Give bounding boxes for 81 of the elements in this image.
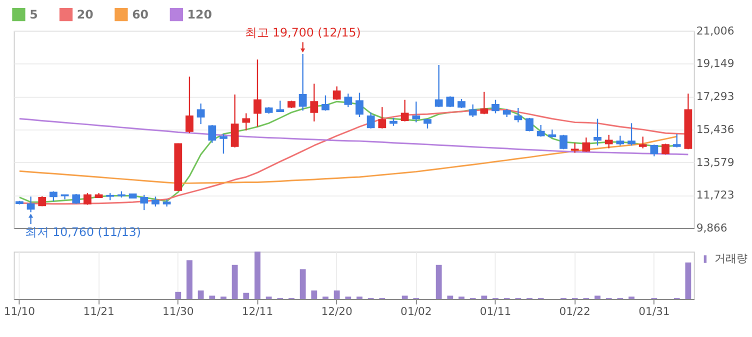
legend-label: 60 [132,8,149,22]
candlestick [220,133,228,154]
candlestick [26,196,35,213]
candlestick [152,196,160,208]
candlestick [310,83,318,122]
x-tick-label: 12/20 [321,305,353,318]
candlestick [514,107,522,123]
legend-label: 5 [30,8,38,22]
legend-label: 120 [187,8,212,22]
candlestick [84,192,92,206]
bar [209,296,216,299]
y-tick-label: 21,006 [696,24,734,38]
candlestick [638,136,647,149]
candlestick [344,93,352,108]
annotation: 최고 19,700 (12/15) [244,25,361,40]
candlestick [434,64,443,108]
bar [436,264,442,299]
candlestick [468,104,477,118]
candlestick [492,99,500,114]
y-tick-label: 11,723 [696,188,734,202]
bar [300,269,306,299]
bar [311,290,318,299]
candlestick [242,112,250,132]
candlestick [230,94,239,148]
bar [402,296,408,299]
legend-label: 거래량 [714,252,748,266]
legend-label: 20 [76,8,94,22]
candlestick [570,142,579,154]
line-series [18,136,678,184]
x-tick-label: 01/11 [480,305,512,318]
bar [232,264,238,299]
candlestick [480,91,488,115]
candlestick [254,58,262,128]
candlestick [332,86,341,100]
y-tick-label: 13,579 [696,156,734,169]
x-tick-label: 01/22 [559,305,590,318]
candlestick [560,134,568,150]
bar [481,296,488,299]
candlestick [458,98,466,109]
candlestick [186,76,194,134]
candlestick [526,117,534,132]
candlestick [412,101,420,123]
bar [594,296,600,299]
candlestick [400,99,409,122]
candlestick [196,102,205,125]
y-tick-label: 17,293 [696,90,734,104]
bar [198,290,204,299]
candlestick [322,94,330,112]
candlestick [208,124,216,144]
x-tick-label: 01/02 [400,305,432,318]
candlestick [582,136,590,152]
bar [334,290,340,299]
candlestick [140,194,148,211]
bar [447,296,454,299]
candlestick [662,143,670,156]
x-tick-label: 11/30 [162,305,194,318]
bar [685,262,692,299]
bar [254,252,260,299]
x-tick-label: 11/10 [4,305,36,318]
bar [243,292,250,299]
candlestick [276,100,284,112]
candlestick [616,135,624,146]
annotation: 최저 10,760 (11/13) [24,224,141,239]
candlestick [366,112,375,130]
y-tick-label: 15,436 [696,122,734,136]
x-tick-label: 01/31 [638,305,670,318]
candlestick [378,106,386,130]
candlestick [604,134,613,149]
candlestick [356,92,364,118]
y-tick-label: 9,866 [696,221,728,234]
x-tick-label: 12/11 [242,305,274,318]
bar [186,260,192,299]
x-tick-label: 11/21 [83,305,114,318]
candlestick [298,53,307,112]
candlestick [650,144,658,157]
candlestick [594,118,602,146]
candlestick [672,133,681,148]
candlestick [628,122,636,146]
bar [175,292,182,299]
candlestick [72,193,80,204]
y-tick-label: 19,149 [696,57,734,70]
